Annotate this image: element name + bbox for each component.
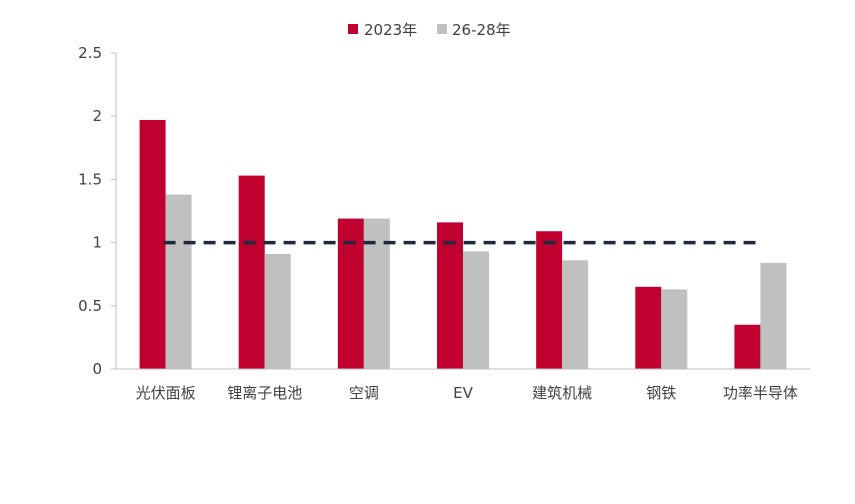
x-tick-label: EV [453, 384, 473, 402]
legend-swatch [437, 24, 447, 34]
legend-swatch [348, 24, 358, 34]
legend-label: 2023年 [364, 21, 417, 39]
x-tick-label: 功率半导体 [723, 384, 798, 402]
y-tick-label: 1.5 [78, 170, 102, 188]
x-tick-label: 锂离子电池 [227, 384, 302, 402]
y-tick-label: 0 [92, 360, 102, 378]
x-axis: 光伏面板 锂离子电池 空调 EV 建筑机械 钢铁 功率半导体 [116, 368, 810, 402]
legend: 2023年 26-28年 [348, 21, 511, 39]
bar-series1-5 [635, 286, 662, 369]
bars [139, 119, 787, 369]
y-tick-label: 0.5 [78, 297, 102, 315]
x-tick-label: 建筑机械 [532, 384, 592, 402]
bar-series2-6 [760, 262, 787, 369]
legend-label: 26-28年 [452, 21, 511, 39]
bar-series1-1 [238, 175, 265, 369]
y-axis: 0 0.5 1 1.5 2 2.5 [78, 44, 117, 378]
y-tick-label: 1 [92, 234, 102, 252]
bar-series2-3 [463, 251, 489, 369]
x-tick-label: 空调 [349, 384, 379, 402]
bar-series2-4 [562, 260, 589, 369]
y-tick-label: 2 [92, 107, 102, 125]
bar-series1-4 [536, 231, 563, 369]
y-tick-label: 2.5 [78, 44, 102, 62]
bar-series2-5 [661, 289, 688, 369]
x-tick-label: 钢铁 [646, 384, 676, 402]
bar-series2-0 [165, 194, 192, 369]
bar-series1-6 [734, 324, 761, 369]
x-tick-label: 光伏面板 [136, 384, 196, 402]
bar-series2-1 [264, 253, 291, 369]
bar-series1-0 [139, 119, 166, 369]
bar-series1-3 [437, 222, 463, 369]
